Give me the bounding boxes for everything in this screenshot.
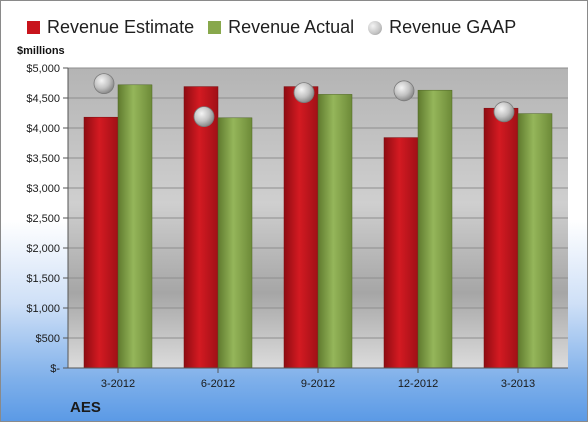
bar-revenue-actual <box>117 84 153 369</box>
legend-swatch-actual <box>208 21 222 34</box>
legend-item-gaap: Revenue GAAP <box>368 17 516 38</box>
gaap-markers <box>93 73 515 127</box>
y-tick-label: $500 <box>36 333 60 345</box>
bar-revenue-estimate <box>483 107 519 369</box>
y-tick-label: $4,000 <box>26 123 60 135</box>
marker-revenue-gaap <box>193 106 215 127</box>
x-tick-label: 6-2012 <box>201 378 235 390</box>
y-tick-label: $1,000 <box>26 303 60 315</box>
legend-label-actual: Revenue Actual <box>228 17 355 37</box>
bar-revenue-estimate <box>383 137 419 369</box>
y-tick-label: $3,000 <box>26 183 60 195</box>
x-tick-label: 12-2012 <box>398 378 438 390</box>
y-tick-label: $5,000 <box>26 63 60 75</box>
x-tick-label: 3-2013 <box>501 378 535 390</box>
axes: $- $500 $1,000 $1,500 $2,000 $2,500 $3,000 $3,5… <box>26 63 568 390</box>
y-tick-label: $2,500 <box>26 213 60 225</box>
y-tick-label: $1,500 <box>26 273 60 285</box>
y-tick-label: $2,000 <box>26 243 60 255</box>
x-tick-label: 3-2012 <box>101 378 135 390</box>
bar-revenue-actual <box>217 117 253 369</box>
marker-revenue-gaap <box>93 73 115 94</box>
marker-revenue-gaap <box>393 80 415 102</box>
legend-item-estimate: Revenue Estimate <box>27 17 194 38</box>
legend-swatch-gaap <box>368 20 383 35</box>
y-tick-label: $4,500 <box>26 93 60 105</box>
marker-revenue-gaap <box>293 82 315 103</box>
bar-revenue-estimate <box>83 116 119 369</box>
marker-revenue-gaap <box>493 101 515 123</box>
y-tick-label: $- <box>50 363 60 375</box>
bar-revenue-actual <box>417 89 453 369</box>
legend-label-gaap: Revenue GAAP <box>389 17 517 37</box>
company-ticker: AES <box>70 399 101 416</box>
legend-item-actual: Revenue Actual <box>208 17 354 38</box>
y-axis-units-label: $millions <box>17 45 65 57</box>
legend-swatch-estimate <box>27 21 40 34</box>
legend-label-estimate: Revenue Estimate <box>47 17 195 37</box>
y-tick-label: $3,500 <box>26 153 60 165</box>
bars <box>83 84 553 369</box>
x-tick-label: 9-2012 <box>301 378 335 390</box>
bar-revenue-estimate <box>283 86 319 369</box>
bar-revenue-actual <box>517 113 553 369</box>
legend: Revenue Estimate Revenue Actual Revenue … <box>27 17 530 38</box>
bar-revenue-estimate <box>183 86 219 369</box>
bar-revenue-actual <box>317 94 353 369</box>
